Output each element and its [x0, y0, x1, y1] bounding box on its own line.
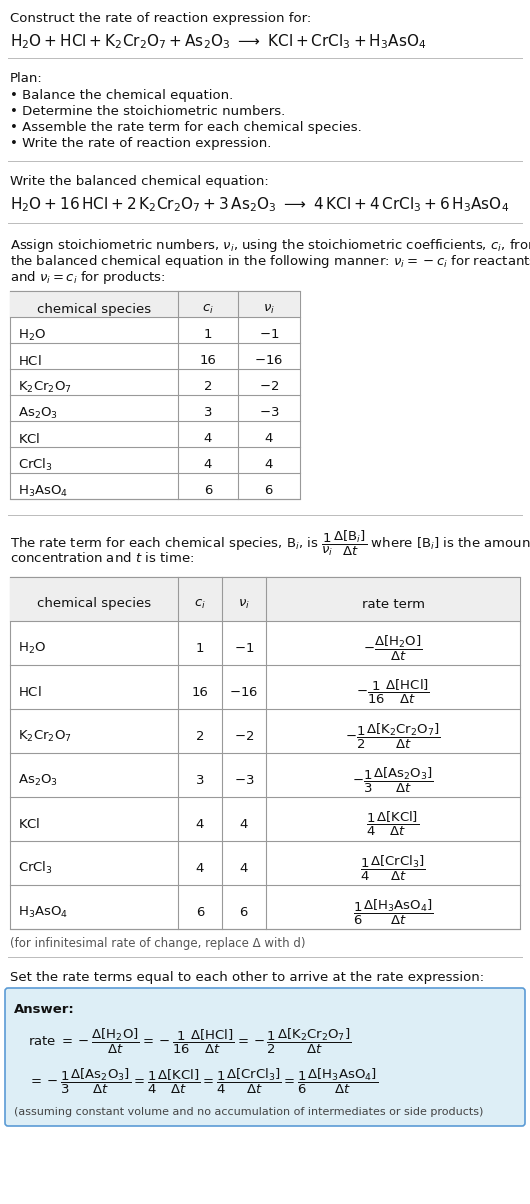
- Text: $6$: $6$: [264, 484, 274, 497]
- Text: $\mathrm{H_2O + HCl + K_2Cr_2O_7 + As_2O_3 \ \longrightarrow \ KCl + CrCl_3 + H_: $\mathrm{H_2O + HCl + K_2Cr_2O_7 + As_2O…: [10, 33, 427, 51]
- Text: $\dfrac{1}{4}\dfrac{\Delta[\mathrm{CrCl_3}]}{\Delta t}$: $\dfrac{1}{4}\dfrac{\Delta[\mathrm{CrCl_…: [360, 854, 426, 883]
- Text: 2: 2: [196, 730, 204, 743]
- Text: 1: 1: [204, 329, 212, 342]
- Text: $\mathrm{As_2O_3}$: $\mathrm{As_2O_3}$: [18, 773, 58, 787]
- Bar: [10, 291, 300, 317]
- Text: $\nu_i$: $\nu_i$: [238, 597, 250, 610]
- Bar: [10, 291, 300, 498]
- Text: $4$: $4$: [264, 459, 274, 472]
- Text: $c_i$: $c_i$: [194, 597, 206, 610]
- Text: $\mathrm{CrCl_3}$: $\mathrm{CrCl_3}$: [18, 860, 53, 877]
- FancyBboxPatch shape: [5, 988, 525, 1126]
- Text: chemical species: chemical species: [37, 597, 151, 610]
- Text: The rate term for each chemical species, $\mathrm{B}_i$, is $\dfrac{1}{\nu_i}\df: The rate term for each chemical species,…: [10, 529, 530, 559]
- Text: $\mathrm{H_2O}$: $\mathrm{H_2O}$: [18, 327, 46, 343]
- Text: Write the balanced chemical equation:: Write the balanced chemical equation:: [10, 175, 269, 188]
- Text: $-3$: $-3$: [234, 773, 254, 786]
- Bar: [10, 577, 520, 929]
- Text: 6: 6: [196, 905, 204, 919]
- Text: Assign stoichiometric numbers, $\nu_i$, using the stoichiometric coefficients, $: Assign stoichiometric numbers, $\nu_i$, …: [10, 237, 530, 254]
- Text: $\mathrm{HCl}$: $\mathrm{HCl}$: [18, 685, 42, 700]
- Text: chemical species: chemical species: [37, 302, 151, 315]
- Text: $-1$: $-1$: [234, 642, 254, 655]
- Text: the balanced chemical equation in the following manner: $\nu_i = -c_i$ for react: the balanced chemical equation in the fo…: [10, 253, 530, 270]
- Text: $\dfrac{1}{6}\dfrac{\Delta[\mathrm{H_3AsO_4}]}{\Delta t}$: $\dfrac{1}{6}\dfrac{\Delta[\mathrm{H_3As…: [352, 897, 434, 927]
- Text: 6: 6: [204, 484, 212, 497]
- Text: $\mathrm{K_2Cr_2O_7}$: $\mathrm{K_2Cr_2O_7}$: [18, 379, 72, 395]
- Bar: [10, 577, 520, 621]
- Text: $-16$: $-16$: [229, 685, 259, 698]
- Text: $\mathrm{KCl}$: $\mathrm{KCl}$: [18, 818, 40, 831]
- Text: $-\dfrac{1}{2}\dfrac{\Delta[\mathrm{K_2Cr_2O_7}]}{\Delta t}$: $-\dfrac{1}{2}\dfrac{\Delta[\mathrm{K_2C…: [345, 721, 441, 750]
- Text: $\dfrac{1}{4}\dfrac{\Delta[\mathrm{KCl}]}{\Delta t}$: $\dfrac{1}{4}\dfrac{\Delta[\mathrm{KCl}]…: [366, 810, 420, 838]
- Text: $\mathrm{H_3AsO_4}$: $\mathrm{H_3AsO_4}$: [18, 484, 68, 498]
- Text: • Assemble the rate term for each chemical species.: • Assemble the rate term for each chemic…: [10, 120, 362, 134]
- Text: $-2$: $-2$: [259, 380, 279, 394]
- Text: $-2$: $-2$: [234, 730, 254, 743]
- Text: (assuming constant volume and no accumulation of intermediates or side products): (assuming constant volume and no accumul…: [14, 1106, 483, 1117]
- Text: and $\nu_i = c_i$ for products:: and $\nu_i = c_i$ for products:: [10, 268, 165, 287]
- Text: $\mathrm{H_3AsO_4}$: $\mathrm{H_3AsO_4}$: [18, 904, 68, 920]
- Text: $\mathrm{As_2O_3}$: $\mathrm{As_2O_3}$: [18, 406, 58, 420]
- Text: • Determine the stoichiometric numbers.: • Determine the stoichiometric numbers.: [10, 105, 285, 118]
- Text: $c_i$: $c_i$: [202, 302, 214, 315]
- Text: $6$: $6$: [239, 905, 249, 919]
- Text: Plan:: Plan:: [10, 72, 43, 85]
- Text: 4: 4: [196, 818, 204, 831]
- Text: $-\dfrac{1}{16}\dfrac{\Delta[\mathrm{HCl}]}{\Delta t}$: $-\dfrac{1}{16}\dfrac{\Delta[\mathrm{HCl…: [356, 678, 430, 706]
- Text: 3: 3: [196, 773, 204, 786]
- Text: Answer:: Answer:: [14, 1003, 75, 1016]
- Text: 3: 3: [204, 407, 212, 419]
- Text: $\mathrm{KCl}$: $\mathrm{KCl}$: [18, 432, 40, 445]
- Text: Construct the rate of reaction expression for:: Construct the rate of reaction expressio…: [10, 12, 311, 25]
- Text: • Balance the chemical equation.: • Balance the chemical equation.: [10, 89, 233, 102]
- Text: (for infinitesimal rate of change, replace Δ with d): (for infinitesimal rate of change, repla…: [10, 937, 305, 950]
- Text: $4$: $4$: [239, 818, 249, 831]
- Text: $-16$: $-16$: [254, 354, 284, 367]
- Text: rate term: rate term: [361, 597, 425, 610]
- Text: $4$: $4$: [239, 862, 249, 874]
- Text: • Write the rate of reaction expression.: • Write the rate of reaction expression.: [10, 137, 271, 150]
- Text: 16: 16: [191, 685, 208, 698]
- Text: rate $= -\dfrac{\Delta[\mathrm{H_2O}]}{\Delta t} = -\dfrac{1}{16}\dfrac{\Delta[\: rate $= -\dfrac{\Delta[\mathrm{H_2O}]}{\…: [28, 1027, 351, 1056]
- Text: 16: 16: [200, 354, 216, 367]
- Text: 4: 4: [204, 459, 212, 472]
- Text: 4: 4: [196, 862, 204, 874]
- Text: $-1$: $-1$: [259, 329, 279, 342]
- Text: $-3$: $-3$: [259, 407, 279, 419]
- Text: $\mathrm{H_2O + 16\,HCl + 2\,K_2Cr_2O_7 + 3\,As_2O_3 \ \longrightarrow \ 4\,KCl : $\mathrm{H_2O + 16\,HCl + 2\,K_2Cr_2O_7 …: [10, 195, 509, 213]
- Text: $\mathrm{HCl}$: $\mathrm{HCl}$: [18, 354, 42, 368]
- Text: 4: 4: [204, 432, 212, 445]
- Text: $-\dfrac{1}{3}\dfrac{\Delta[\mathrm{As_2O_3}]}{\Delta t}$: $-\dfrac{1}{3}\dfrac{\Delta[\mathrm{As_2…: [352, 766, 434, 795]
- Text: $-\dfrac{\Delta[\mathrm{H_2O}]}{\Delta t}$: $-\dfrac{\Delta[\mathrm{H_2O}]}{\Delta t…: [364, 633, 422, 662]
- Text: $\mathrm{H_2O}$: $\mathrm{H_2O}$: [18, 641, 46, 655]
- Text: 2: 2: [204, 380, 212, 394]
- Text: $\mathrm{CrCl_3}$: $\mathrm{CrCl_3}$: [18, 458, 53, 473]
- Text: $\mathrm{K_2Cr_2O_7}$: $\mathrm{K_2Cr_2O_7}$: [18, 728, 72, 744]
- Text: concentration and $t$ is time:: concentration and $t$ is time:: [10, 551, 194, 565]
- Text: 1: 1: [196, 642, 204, 655]
- Text: Set the rate terms equal to each other to arrive at the rate expression:: Set the rate terms equal to each other t…: [10, 970, 484, 984]
- Text: $= -\dfrac{1}{3}\dfrac{\Delta[\mathrm{As_2O_3}]}{\Delta t} = \dfrac{1}{4}\dfrac{: $= -\dfrac{1}{3}\dfrac{\Delta[\mathrm{As…: [28, 1067, 378, 1096]
- Text: $4$: $4$: [264, 432, 274, 445]
- Text: $\nu_i$: $\nu_i$: [263, 302, 275, 315]
